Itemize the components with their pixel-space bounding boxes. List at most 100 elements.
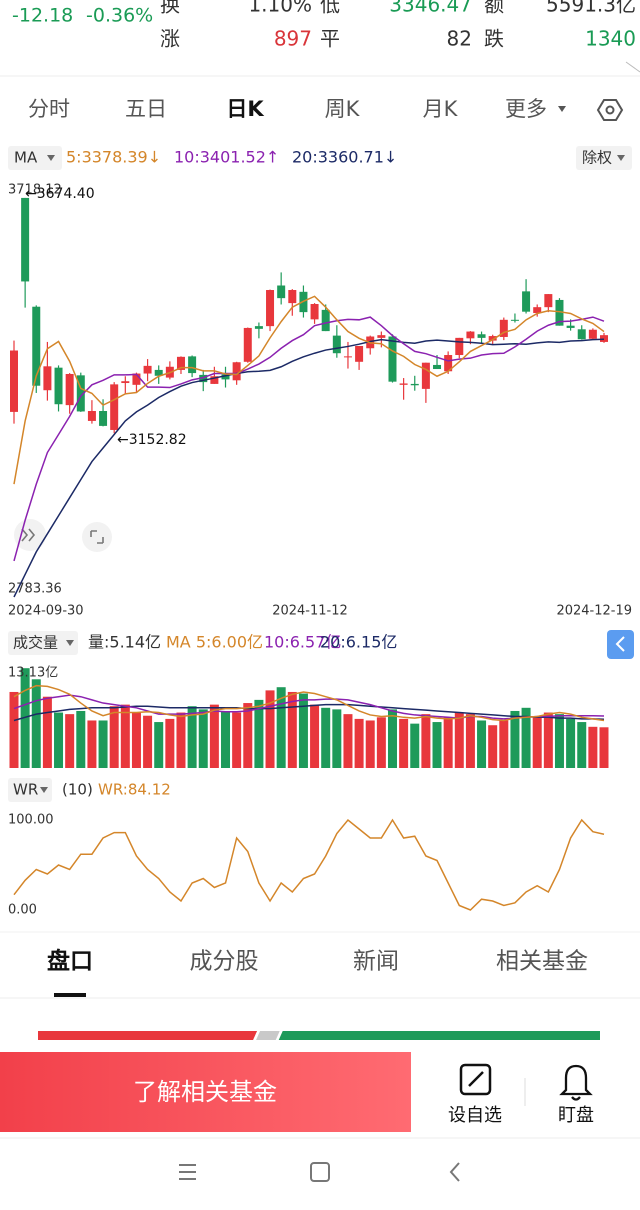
- volume-bar: [499, 720, 509, 768]
- ma20-label: 20:3360.71↓: [292, 148, 397, 167]
- tab[interactable]: 分时: [28, 97, 70, 121]
- volume-bar: [510, 710, 520, 768]
- dropdown-icon: [66, 640, 74, 646]
- candle-body: [444, 355, 453, 372]
- candle-body: [54, 367, 63, 405]
- volume-bar: [265, 690, 275, 768]
- candle-body: [221, 374, 230, 380]
- breadth-up: [38, 1031, 258, 1040]
- candle-body: [266, 290, 275, 327]
- adjust-selector[interactable]: [576, 146, 632, 170]
- candle-body: [577, 329, 586, 340]
- low: 3346.47: [389, 0, 472, 17]
- watch-label[interactable]: 设自选: [448, 1105, 502, 1126]
- volume-ma5-line: [13, 684, 605, 722]
- fullscreen-icon: [90, 530, 104, 544]
- volume-bar: [120, 704, 130, 768]
- volume-bar: [521, 707, 531, 768]
- volume-bar: [432, 722, 442, 768]
- expand-button[interactable]: [14, 519, 46, 551]
- ma5-line: [13, 295, 605, 485]
- volume-bar: [143, 715, 153, 768]
- volume-bar: [298, 693, 308, 768]
- volume-bar: [9, 691, 19, 768]
- wr-current: WR:84.12: [98, 781, 171, 799]
- tab[interactable]: 月K: [423, 97, 459, 121]
- ma-selector[interactable]: [8, 146, 62, 170]
- volume-bar: [87, 720, 97, 768]
- fullscreen-button[interactable]: [82, 522, 112, 552]
- candle-body: [477, 334, 486, 338]
- volume-axis-max: 13.13亿: [8, 666, 58, 681]
- bottom-tab[interactable]: 相关基金: [496, 949, 588, 975]
- volume-bar: [221, 710, 231, 768]
- candle-body: [321, 309, 330, 332]
- tab[interactable]: 更多: [505, 97, 547, 121]
- tab-active[interactable]: 日K: [226, 97, 264, 121]
- fund-button-label: 了解相关基金: [133, 1078, 277, 1106]
- candle-body: [143, 365, 152, 374]
- candle-body: [310, 304, 319, 320]
- low-annotation: ←3152.82: [117, 432, 187, 448]
- expand-icon: [21, 528, 36, 542]
- candle-body: [188, 356, 197, 374]
- volume-selector[interactable]: [8, 631, 78, 655]
- wr-selector[interactable]: [8, 778, 52, 802]
- tab[interactable]: 五日: [125, 97, 167, 121]
- volume-bar: [109, 706, 119, 768]
- adjust-label: 除权: [582, 149, 612, 167]
- bottom-tab[interactable]: 成分股: [190, 949, 259, 975]
- volume-bar: [287, 691, 297, 768]
- monitor-icon: [559, 1064, 593, 1101]
- volume-bar: [42, 696, 52, 768]
- watch-icon-pen: [468, 1071, 484, 1087]
- candle-body: [377, 335, 386, 338]
- volume-bar: [187, 706, 197, 768]
- fund-button[interactable]: [0, 1052, 411, 1132]
- candle-body: [110, 384, 119, 430]
- change: -12.18: [12, 5, 73, 27]
- volume-bar: [532, 717, 542, 768]
- candle-body: [355, 345, 364, 362]
- tab[interactable]: 周K: [325, 97, 361, 121]
- breadth-flat: [256, 1031, 280, 1040]
- candle-body: [65, 373, 74, 406]
- wr-selector-label: WR: [13, 781, 38, 799]
- turnover-label: 换: [160, 0, 180, 17]
- dropdown-icon: [47, 155, 55, 161]
- volume-bar: [232, 712, 242, 768]
- volume-ma10-line: [13, 694, 605, 720]
- bottom-tab-active[interactable]: 盘口: [47, 948, 93, 975]
- settings-icon[interactable]: [596, 99, 624, 121]
- nav-home[interactable]: [310, 1162, 330, 1182]
- candle-body: [243, 327, 252, 362]
- volume-bar: [31, 679, 41, 768]
- collapse-button[interactable]: [607, 630, 634, 659]
- bottom-tab[interactable]: 新闻: [353, 949, 399, 975]
- candle-body: [121, 381, 130, 384]
- volume-ma20: 20:6.15亿: [320, 633, 397, 652]
- volume-current: 量:5.14亿: [88, 633, 161, 652]
- candle-body: [555, 299, 564, 326]
- monitor-label[interactable]: 盯盘: [558, 1105, 594, 1126]
- candle-body: [510, 319, 519, 321]
- candle-body: [455, 337, 464, 356]
- flat-count: 82: [447, 27, 472, 51]
- scroll-hint: [625, 61, 640, 73]
- candle-body: [544, 294, 553, 308]
- candle-body: [288, 290, 297, 304]
- candle-body: [199, 374, 208, 383]
- volume-bar: [376, 717, 386, 768]
- nav-back[interactable]: [449, 1162, 460, 1182]
- candle-body: [343, 356, 352, 358]
- volume-bar: [310, 704, 320, 768]
- wr-period: (10): [62, 781, 93, 799]
- volume-bar: [243, 703, 253, 768]
- nav-menu[interactable]: [179, 1164, 196, 1180]
- high-annotation: ←3674.40: [25, 186, 95, 202]
- flat-label: 平: [320, 27, 340, 51]
- volume-bar: [599, 727, 609, 768]
- ma10-line: [13, 316, 605, 562]
- volume-bar: [387, 709, 397, 768]
